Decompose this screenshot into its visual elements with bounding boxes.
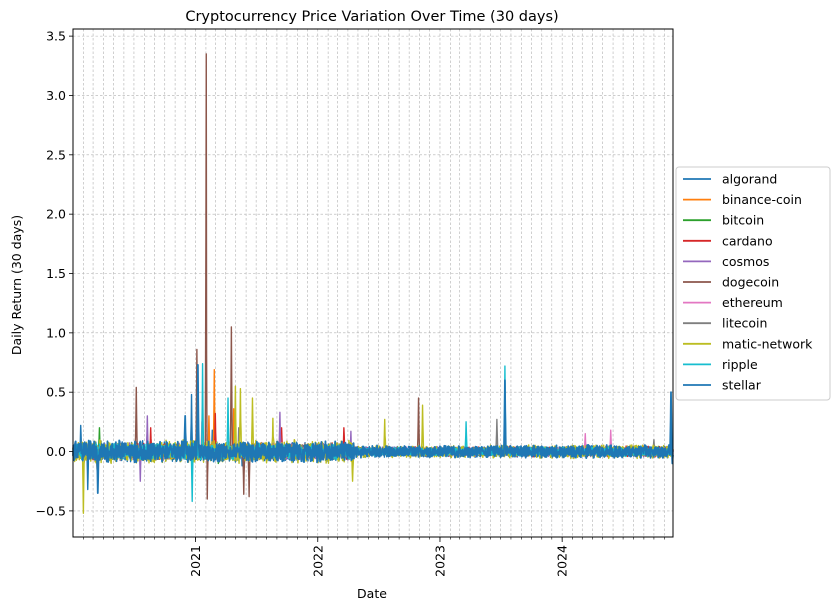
legend: algorand binance-coin bitcoin cardano cosmos… bbox=[675, 166, 831, 401]
legend-label-ethereum: ethereum bbox=[722, 295, 783, 310]
legend-label-dogecoin: dogecoin bbox=[722, 275, 779, 290]
y-tick-label: 2.0 bbox=[46, 207, 66, 222]
legend-box bbox=[675, 166, 831, 401]
legend-label-cardano: cardano bbox=[722, 233, 773, 248]
series-line-stellar bbox=[72, 363, 674, 494]
legend-label-cosmos: cosmos bbox=[722, 254, 769, 269]
legend-label-litecoin: litecoin bbox=[722, 316, 767, 331]
y-tick-label: 3.5 bbox=[46, 29, 66, 44]
y-axis-title: Daily Return (30 days) bbox=[9, 215, 24, 355]
y-tick-label: 0.0 bbox=[46, 444, 66, 459]
y-tick-label: 3.0 bbox=[46, 88, 66, 103]
y-tick-label: 1.5 bbox=[46, 266, 66, 281]
x-tick-label: 2022 bbox=[310, 545, 325, 577]
plot-frame bbox=[72, 28, 674, 538]
x-axis-title: Date bbox=[357, 586, 387, 601]
legend-label-bitcoin: bitcoin bbox=[722, 213, 764, 228]
series-line-algorand bbox=[72, 393, 674, 491]
series-line-ripple bbox=[72, 363, 674, 503]
legend-label-matic-network: matic-network bbox=[722, 336, 813, 351]
legend-label-binance-coin: binance-coin bbox=[722, 192, 802, 207]
legend-label-ripple: ripple bbox=[722, 357, 758, 372]
y-axis: −0.5 0.0 0.5 1.0 1.5 2.0 2.5 3.0 3.5 bbox=[36, 29, 73, 518]
y-tick-label: 2.5 bbox=[46, 147, 66, 162]
y-tick-label: −0.5 bbox=[36, 503, 66, 518]
legend-label-stellar: stellar bbox=[722, 378, 762, 393]
x-axis: 2021 2022 2023 2024 bbox=[83, 537, 665, 577]
series-lines bbox=[72, 53, 674, 514]
x-tick-label: 2021 bbox=[188, 545, 203, 577]
series-line-dogecoin bbox=[72, 53, 674, 500]
x-tick-label: 2024 bbox=[555, 545, 570, 577]
x-tick-label: 2023 bbox=[432, 545, 447, 577]
legend-label-algorand: algorand bbox=[722, 172, 777, 187]
chart-title: Cryptocurrency Price Variation Over Time… bbox=[185, 9, 558, 25]
y-tick-label: 0.5 bbox=[46, 385, 66, 400]
y-tick-label: 1.0 bbox=[46, 325, 66, 340]
